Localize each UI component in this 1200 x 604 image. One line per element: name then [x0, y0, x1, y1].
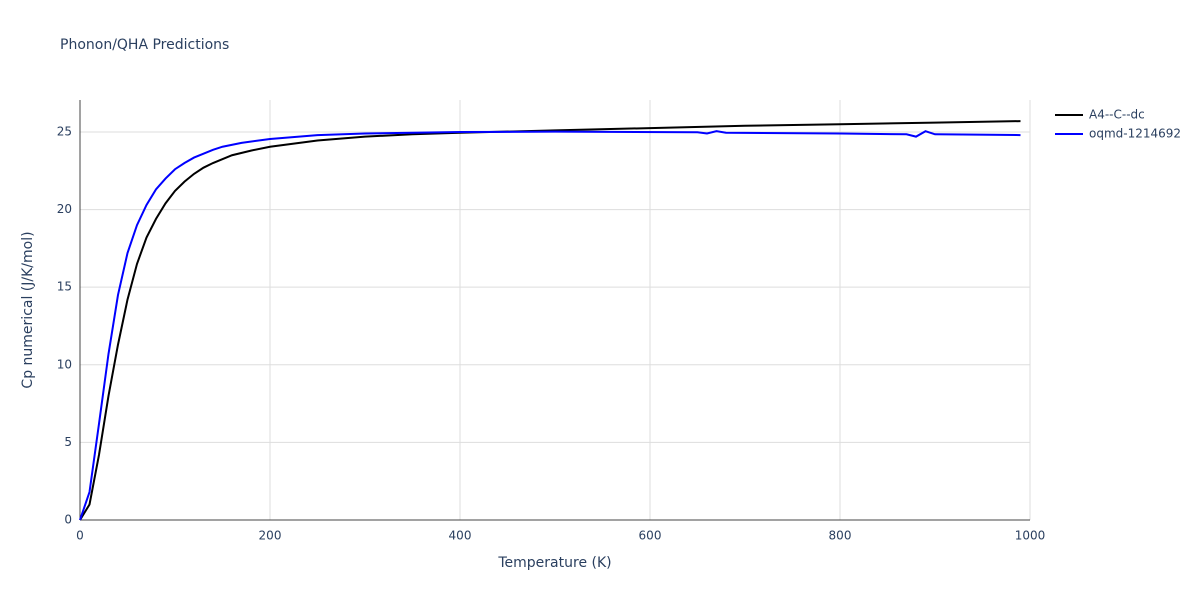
chart-title: Phonon/QHA Predictions [60, 37, 229, 53]
y-tick-label: 10 [57, 357, 72, 371]
y-tick-label: 15 [57, 280, 72, 294]
x-tick-label: 1000 [1015, 529, 1046, 543]
legend-label: A4--C--dc [1089, 108, 1145, 122]
x-tick-label: 0 [76, 529, 84, 543]
x-tick-label: 600 [639, 529, 662, 543]
line-series [79, 120, 1021, 521]
legend-label: oqmd-1214692 [1089, 127, 1181, 141]
x-tick-label: 200 [259, 529, 282, 543]
y-tick-label: 0 [64, 513, 72, 527]
line-series [79, 130, 1021, 521]
x-tick-label: 400 [449, 529, 472, 543]
y-axis-label: Cp numerical (J/K/mol) [20, 231, 36, 388]
x-tick-label: 800 [829, 529, 852, 543]
y-tick-label: 5 [64, 435, 72, 449]
y-tick-label: 25 [57, 124, 72, 138]
x-axis-label: Temperature (K) [497, 555, 611, 571]
y-tick-label: 20 [57, 202, 72, 216]
